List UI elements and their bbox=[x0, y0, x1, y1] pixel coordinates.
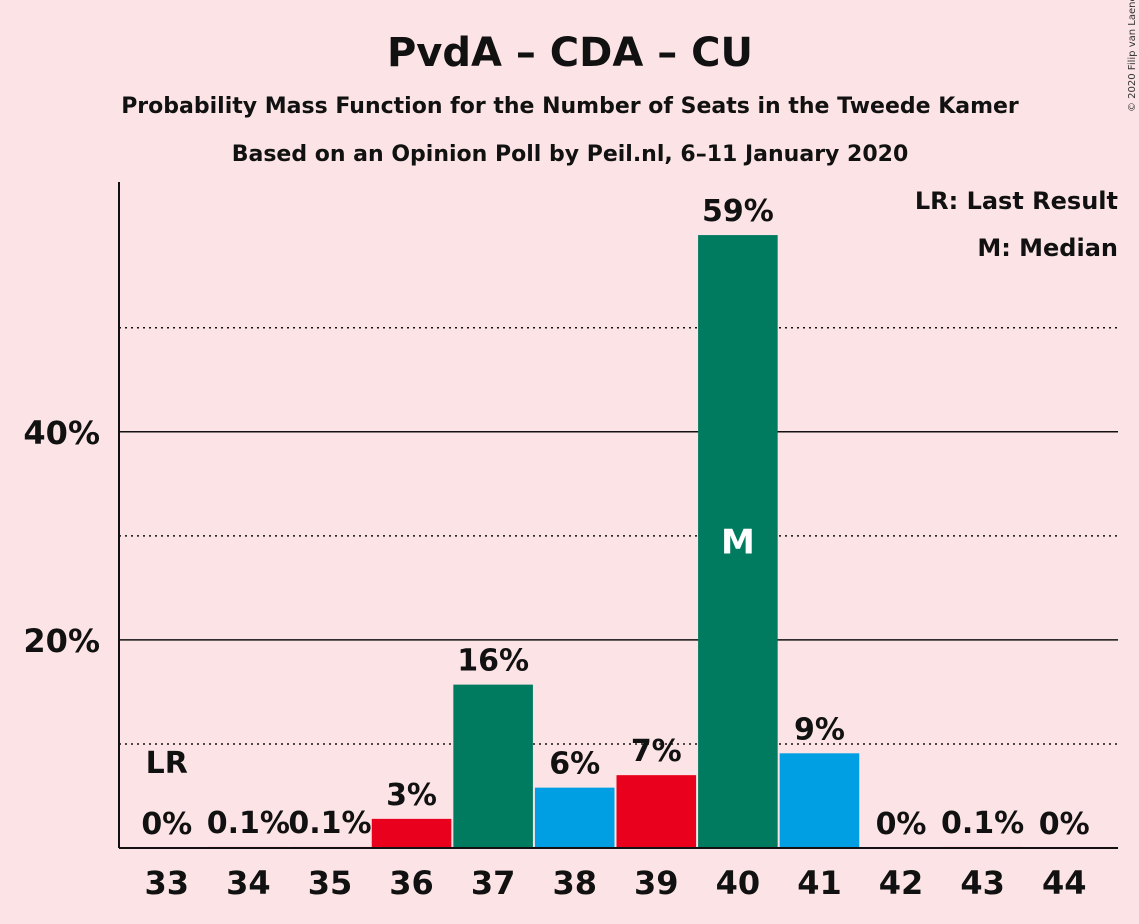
bar-label-38: 6% bbox=[549, 747, 600, 782]
x-tick-label: 41 bbox=[797, 864, 842, 902]
bar-label-34: 0.1% bbox=[207, 806, 290, 841]
x-tick-label: 33 bbox=[145, 864, 190, 902]
bar-label-36: 3% bbox=[386, 778, 437, 813]
gridlines bbox=[119, 326, 1118, 745]
bar-36 bbox=[371, 818, 452, 848]
bars bbox=[208, 235, 1023, 848]
y-tick-label: 20% bbox=[23, 622, 100, 660]
x-tick-label: 35 bbox=[308, 864, 353, 902]
legend-last-result: LR: Last Result bbox=[915, 187, 1118, 215]
chart-title: PvdA – CDA – CU bbox=[387, 30, 753, 76]
bar-41 bbox=[779, 753, 860, 848]
x-tick-label: 44 bbox=[1042, 864, 1087, 902]
bar-label-44: 0% bbox=[1039, 807, 1090, 842]
y-tick-label: 40% bbox=[23, 414, 100, 452]
x-tick-label: 36 bbox=[389, 864, 434, 902]
bar-label-41: 9% bbox=[794, 712, 845, 747]
bar-label-37: 16% bbox=[457, 644, 529, 679]
bar-40 bbox=[698, 235, 778, 848]
legend-median: M: Median bbox=[977, 234, 1118, 262]
bar-39 bbox=[616, 775, 697, 848]
y-ticks: 20% 40% bbox=[23, 414, 100, 660]
x-tick-label: 37 bbox=[471, 864, 516, 902]
copyright-note: © 2020 Filip van Laenen bbox=[1127, 0, 1138, 112]
chart-subtitle: Probability Mass Function for the Number… bbox=[121, 94, 1019, 119]
chart-source: Based on an Opinion Poll by Peil.nl, 6–1… bbox=[232, 142, 909, 167]
bar-label-35: 0.1% bbox=[288, 806, 371, 841]
x-tick-label: 34 bbox=[226, 864, 271, 902]
x-tick-label: 43 bbox=[960, 864, 1005, 902]
bar-label-43: 0.1% bbox=[941, 806, 1024, 841]
x-tick-label: 40 bbox=[716, 864, 761, 902]
bar-label-39: 7% bbox=[631, 734, 682, 769]
x-tick-label: 42 bbox=[879, 864, 924, 902]
bar-38 bbox=[534, 787, 615, 848]
last-result-marker: LR bbox=[146, 746, 188, 781]
x-tick-label: 38 bbox=[552, 864, 597, 902]
data-labels: 0% 0.1%0.1%3%16%6% 7%59%9%0% 0.1% 0%MLR bbox=[141, 194, 1089, 842]
bar-label-40: 59% bbox=[702, 194, 774, 229]
median-marker: M bbox=[721, 523, 755, 563]
bar-label-42: 0% bbox=[876, 807, 927, 842]
bar-label-33: 0% bbox=[141, 807, 192, 842]
x-tick-label: 39 bbox=[634, 864, 679, 902]
x-ticks: 33 34 35 36 37 38 39 40 41 42 43 44 bbox=[145, 864, 1087, 902]
bar-37 bbox=[453, 684, 533, 848]
